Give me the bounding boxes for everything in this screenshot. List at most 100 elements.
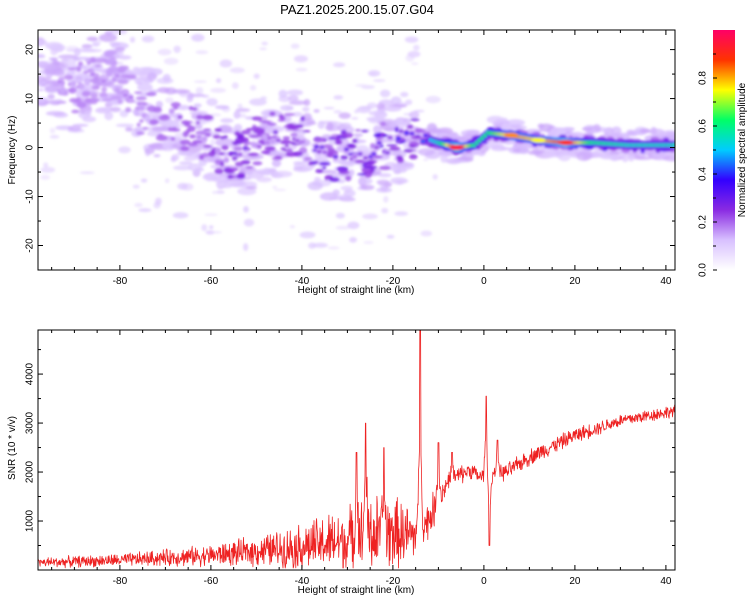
- spectrogram-noise-blob: [141, 35, 155, 43]
- spectrogram-noise-blob: [261, 41, 269, 46]
- spectrogram-halo-blob: [280, 104, 294, 112]
- spectrogram-noise-blob: [210, 87, 227, 93]
- spectrogram-halo-blob: [408, 111, 420, 119]
- spectrogram-blob: [139, 119, 144, 123]
- snr-series-line: [38, 330, 675, 569]
- spectrogram-blob: [101, 98, 113, 102]
- spectrogram-core: [237, 153, 243, 156]
- spectrogram-blob: [394, 126, 400, 133]
- spectrogram-halo-blob: [633, 156, 652, 160]
- spectrogram-halo-blob: [86, 36, 98, 42]
- spectrogram-core: [294, 139, 300, 143]
- spectrogram-blob: [242, 137, 249, 144]
- spectrogram-blob: [63, 74, 74, 80]
- spectrogram-blob: [134, 91, 143, 94]
- spectrogram-noise-blob: [272, 186, 278, 189]
- spectrogram-peak: [531, 137, 546, 143]
- spectrogram-halo-blob: [326, 122, 334, 131]
- spectrogram-blob: [340, 155, 349, 161]
- spectrogram-blob: [409, 144, 417, 148]
- spectrogram-blob: [279, 115, 286, 121]
- snr-ticks: -80 -60 -40 -20 0 20 40 1000 2000 3000 4000: [25, 330, 675, 587]
- spectrogram-halo-blob: [176, 151, 196, 156]
- colorbar-ticks: 0.0 0.2 0.4 0.6 0.8: [698, 53, 717, 277]
- y-tick-label: -10: [25, 189, 36, 204]
- spectrogram-blob: [406, 124, 414, 129]
- spectrogram-halo-blob: [337, 194, 352, 200]
- spectrogram-blob: [136, 101, 148, 106]
- spectrogram-blob: [346, 143, 355, 148]
- spectrogram-noise-blob: [215, 190, 225, 194]
- spectrogram-blob: [334, 137, 341, 141]
- spectrogram-noise-blob: [327, 246, 340, 250]
- colorbar: 0.0 0.2 0.4 0.6 0.8 Normalized spectral ampl…: [698, 30, 748, 277]
- spectrogram-halo-blob: [317, 120, 325, 130]
- spectrogram-core: [202, 137, 207, 141]
- spectrogram-blob: [170, 101, 181, 108]
- spectrogram-blob: [245, 166, 254, 169]
- spectrogram-halo-blob: [73, 57, 81, 62]
- spectrogram-halo-blob: [405, 99, 413, 106]
- spectrogram-blob: [75, 97, 82, 104]
- spectrogram-blob: [379, 121, 387, 127]
- spectrogram-blob: [47, 93, 55, 100]
- spectrogram-halo-blob: [338, 112, 351, 119]
- spectrogram-halo-blob: [358, 177, 373, 185]
- spectrogram-halo-blob: [278, 89, 288, 98]
- spectrogram-noise-blob: [49, 135, 60, 139]
- spectrogram-noise-blob: [79, 171, 95, 175]
- spectrogram-noise-blob: [173, 45, 181, 54]
- spectrogram-noise-blob: [118, 146, 131, 154]
- spectrogram-noise-blob: [312, 242, 328, 248]
- spectrogram-halo-blob: [356, 106, 371, 114]
- spectrogram-blob: [94, 85, 100, 89]
- spectrogram-blob: [227, 174, 233, 180]
- spectrogram-halo-blob: [125, 126, 134, 132]
- spectrogram-halo-blob: [639, 128, 651, 134]
- spectrogram-blob: [71, 109, 80, 114]
- spectrogram-core: [144, 116, 150, 120]
- spectrogram-blob: [110, 95, 122, 100]
- spectrogram-noise-blob: [249, 85, 257, 91]
- spectrogram-blob: [196, 114, 204, 120]
- spectrogram-core: [395, 137, 401, 141]
- spectrogram-peak: [504, 132, 519, 138]
- spectrogram-core: [90, 72, 95, 76]
- spectrogram-blob: [361, 129, 369, 133]
- spectrogram-noise-blob: [347, 221, 360, 230]
- spectrogram-blob: [38, 53, 45, 58]
- spectrogram-core: [273, 130, 278, 134]
- spectrogram-halo-blob: [550, 127, 567, 135]
- spectrogram-noise-blob: [155, 197, 162, 206]
- spectrogram-blob: [269, 111, 276, 117]
- spectrogram-halo-blob: [591, 149, 611, 158]
- spectrogram-blob: [386, 144, 398, 147]
- y-tick-label: 0: [25, 144, 36, 150]
- spectrogram-noise-blob: [407, 50, 421, 58]
- spectrogram-halo-blob: [360, 184, 375, 191]
- spectrogram-noise-blob: [373, 79, 386, 82]
- spectrogram-core: [374, 146, 379, 150]
- spectrogram-halo-blob: [271, 159, 280, 167]
- spectrogram-noise-blob: [43, 162, 49, 168]
- spectrogram-halo-blob: [388, 123, 398, 128]
- spectrogram-panel: -80 -60 -40 -20 0 20 40 -20 -10 0 10 20 Height of s…: [7, 29, 676, 296]
- spectrogram-peak: [558, 140, 573, 146]
- spectrogram-blob: [146, 105, 158, 113]
- spectrogram-peak: [449, 145, 464, 151]
- spectrogram-blob: [180, 146, 190, 152]
- spectrogram-blob: [125, 107, 132, 113]
- spectrogram-frame: [37, 29, 676, 271]
- spectrogram-blob: [355, 129, 361, 132]
- spectrogram-noise-blob: [362, 213, 378, 220]
- spectrogram-blob: [396, 155, 403, 161]
- spectrogram-blob: [365, 165, 378, 169]
- spectrogram-blob: [212, 134, 221, 139]
- y-tick-label: -20: [25, 238, 36, 253]
- spectrogram-noise-blob: [164, 178, 170, 184]
- spectrogram-blob: [67, 67, 78, 71]
- colorbar-tick-label: 0.8: [698, 71, 709, 85]
- spectrogram-halo-blob: [173, 165, 193, 171]
- spectrogram-blob: [410, 118, 420, 122]
- colorbar-label: Normalized spectral amplitude: [737, 82, 748, 217]
